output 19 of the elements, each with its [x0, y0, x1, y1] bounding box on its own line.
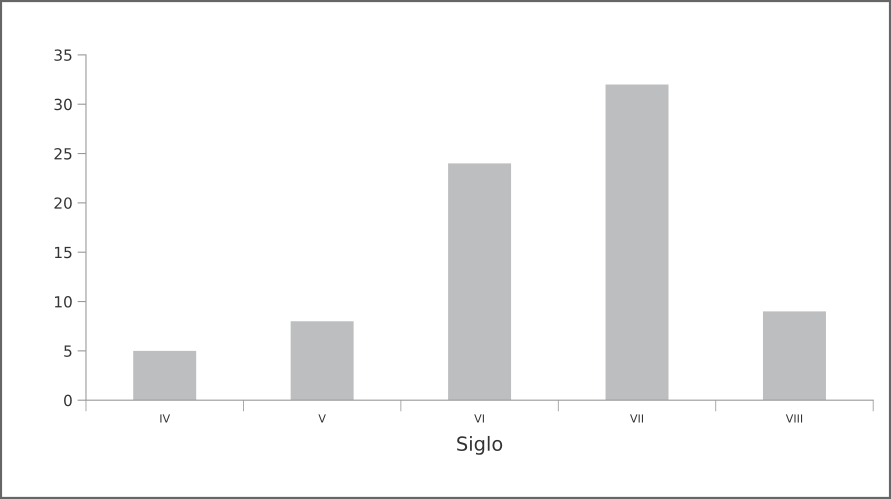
y-tick-label: 25 [54, 148, 72, 160]
bar [133, 350, 196, 400]
y-tick-label: 5 [64, 346, 72, 357]
y-tick-label: 0 [64, 394, 72, 406]
y-tick-label: 10 [55, 296, 72, 308]
bar [606, 84, 669, 400]
x-tick-label: VII [630, 414, 644, 423]
bar [762, 311, 826, 400]
y-tick-label: 15 [55, 246, 72, 258]
x-axis-title: Siglo [457, 436, 502, 455]
bar [448, 163, 512, 400]
x-tick-label: V [318, 414, 326, 423]
y-tick-label: 20 [54, 197, 72, 209]
y-tick-label: 30 [54, 98, 72, 110]
y-tick-label: 35 [54, 49, 72, 61]
x-tick-label: IV [160, 414, 170, 423]
x-tick-label: VIII [786, 414, 802, 423]
x-tick-label: VI [474, 414, 484, 423]
bar [290, 321, 354, 400]
